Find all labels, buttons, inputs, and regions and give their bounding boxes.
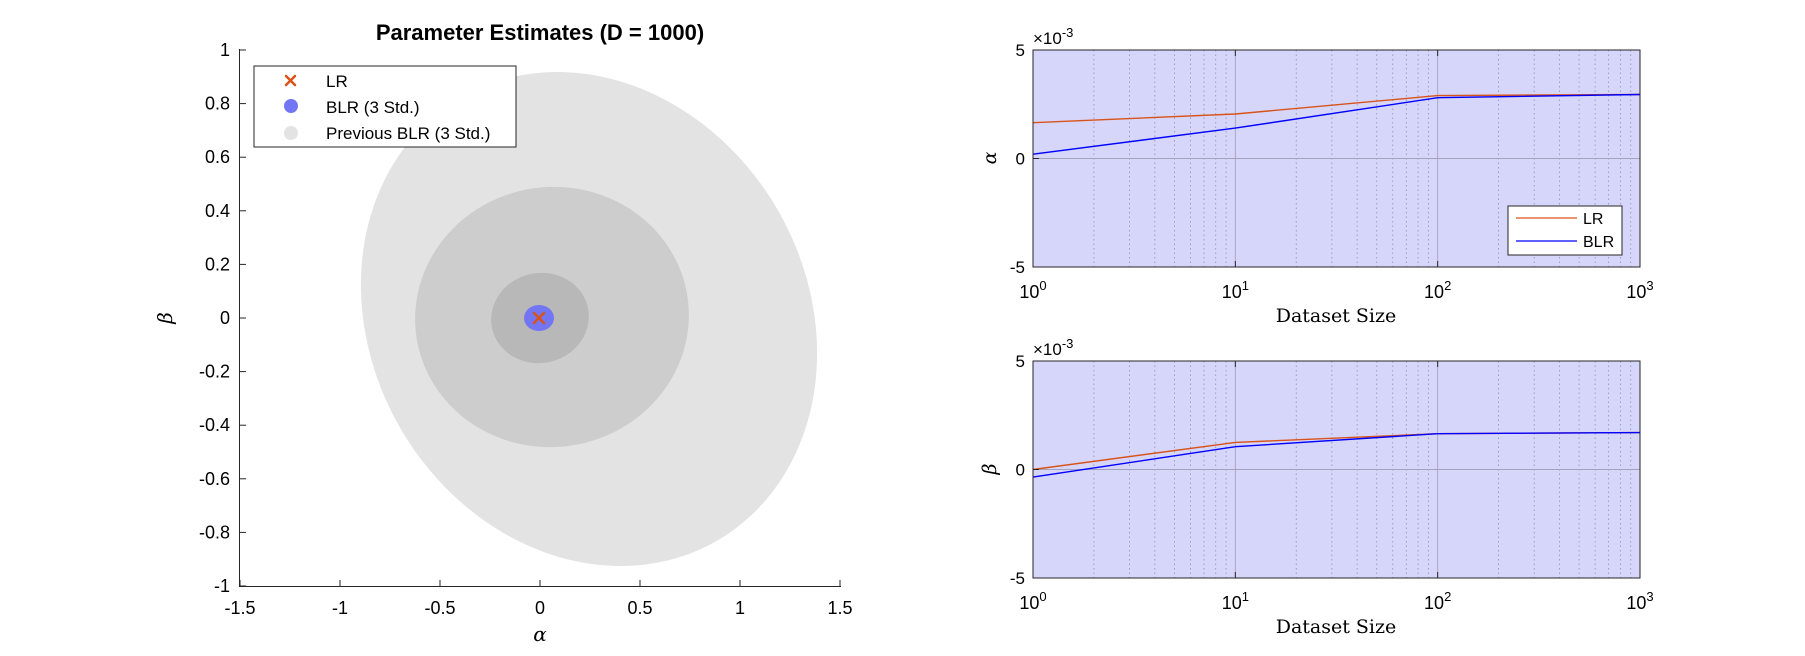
legend-prev-blr-marker xyxy=(284,126,298,140)
legend-label: Previous BLR (3 Std.) xyxy=(326,124,490,143)
y-tick-label: -1 xyxy=(214,576,230,596)
legend-label: BLR (3 Std.) xyxy=(326,98,420,117)
legend-blr-marker xyxy=(284,99,298,113)
x-tick-label: -1.5 xyxy=(224,598,255,618)
y-tick-label: -5 xyxy=(1010,258,1025,277)
x-axis-label: Dataset Size xyxy=(1276,616,1397,638)
y-tick-label: 1 xyxy=(220,40,230,60)
x-tick-label: 100 xyxy=(1019,278,1046,302)
y-tick-label: -0.2 xyxy=(199,362,230,382)
y-tick-label: 5 xyxy=(1016,352,1025,371)
y-tick-label: -0.8 xyxy=(199,522,230,542)
x-axis-label: α xyxy=(533,622,547,646)
lr-marker xyxy=(532,311,546,325)
series-line-blr xyxy=(1032,93,1641,155)
legend-label: LR xyxy=(1583,211,1603,228)
y-tick-label: -0.6 xyxy=(199,469,230,489)
y-tick-label: 0.2 xyxy=(205,254,230,274)
x-tick-label: -0.5 xyxy=(424,598,455,618)
x-tick-label: 102 xyxy=(1424,589,1451,613)
legend: LR BLR xyxy=(1507,205,1623,256)
x-tick-label: 101 xyxy=(1222,589,1249,613)
y-exponent-label: ×10-3 xyxy=(1033,336,1073,359)
y-tick-label: 5 xyxy=(1016,41,1025,60)
y-tick-label: 0 xyxy=(220,308,230,328)
series-line-blr xyxy=(1032,431,1641,478)
x-tick-label: 101 xyxy=(1222,278,1249,302)
x-tick-label: 103 xyxy=(1626,589,1653,613)
x-tick-label: 1 xyxy=(735,598,745,618)
y-axis-label: β xyxy=(153,312,177,325)
x-tick-label: 102 xyxy=(1424,278,1451,302)
y-tick-label: 0 xyxy=(1016,461,1025,480)
y-tick-label: 0 xyxy=(1016,150,1025,169)
legend-box xyxy=(1507,205,1623,256)
y-tick-label: 0.8 xyxy=(205,94,230,114)
legend-label: LR xyxy=(326,72,348,91)
x-tick-label: 0 xyxy=(535,598,545,618)
legend-lr-marker xyxy=(284,74,297,87)
y-axis-label: β xyxy=(979,463,1001,475)
y-tick-label: 0.4 xyxy=(205,201,230,221)
x-tick-label: -1 xyxy=(332,598,348,618)
series-line-lr xyxy=(1032,93,1641,124)
y-tick-label: 0.6 xyxy=(205,147,230,167)
x-tick-label: 100 xyxy=(1019,589,1046,613)
y-exponent-label: ×10-3 xyxy=(1033,25,1073,48)
x-tick-label: 103 xyxy=(1626,278,1653,302)
scatter-plot: -1.5 -1 -0.5 0 0.5 1 1.5 10.80.60.40.20-0.2-0.… xyxy=(153,20,853,646)
x-tick-label: 0.5 xyxy=(627,598,652,618)
y-axis-label: α xyxy=(979,151,1001,164)
alpha-vs-dataset-size-plot: 100 101 102 103 5 0 -5 Dataset Size α ×10-3 LR… xyxy=(979,25,1654,327)
y-tick-label: -0.4 xyxy=(199,415,230,435)
x-tick-label: 1.5 xyxy=(827,598,852,618)
y-tick-label: -5 xyxy=(1010,569,1025,588)
chart-title: Parameter Estimates (D = 1000) xyxy=(376,20,704,45)
beta-vs-dataset-size-plot: 100 101 102 103 5 0 -5 Dataset Size β ×10-3 xyxy=(979,336,1654,638)
x-axis-label: Dataset Size xyxy=(1276,305,1397,327)
legend-label: BLR xyxy=(1583,234,1614,251)
legend: LR BLR (3 Std.) Previous BLR (3 Std.) xyxy=(253,65,517,148)
